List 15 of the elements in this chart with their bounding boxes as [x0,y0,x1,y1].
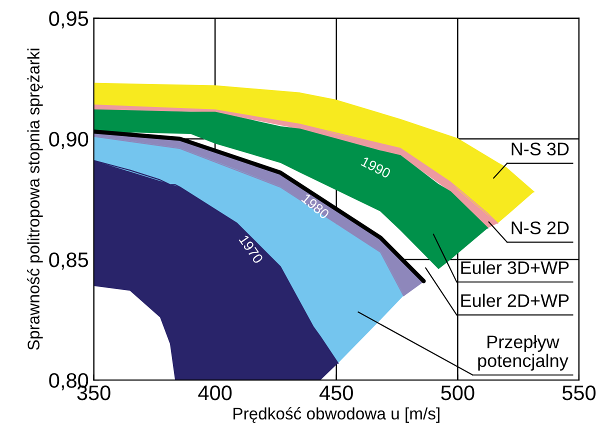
x-tick-label: 500 [441,385,474,400]
y-tick-label: 0,95 [49,11,88,28]
annotation: N-S 2D [512,222,569,234]
y-tick-label: 0,85 [49,252,88,270]
x-tick-label: 550 [562,385,596,400]
y-tick-label: 0,90 [49,132,88,150]
x-tick-label: 400 [198,385,232,400]
annotation: 1990 [360,156,392,178]
annotation: Przepływ potencjalny [478,335,568,371]
y-axis-title: Sprawność politropowa stopnia sprężarki [27,48,43,350]
x-tick-label: 450 [319,385,353,400]
annotation: Euler 2D+WP [461,294,569,308]
x-axis-title: Prędkość obwodowa u [m/s] [234,407,440,423]
annotation: N-S 3D [512,142,569,156]
annotation: Euler 3D+WP [461,260,569,274]
